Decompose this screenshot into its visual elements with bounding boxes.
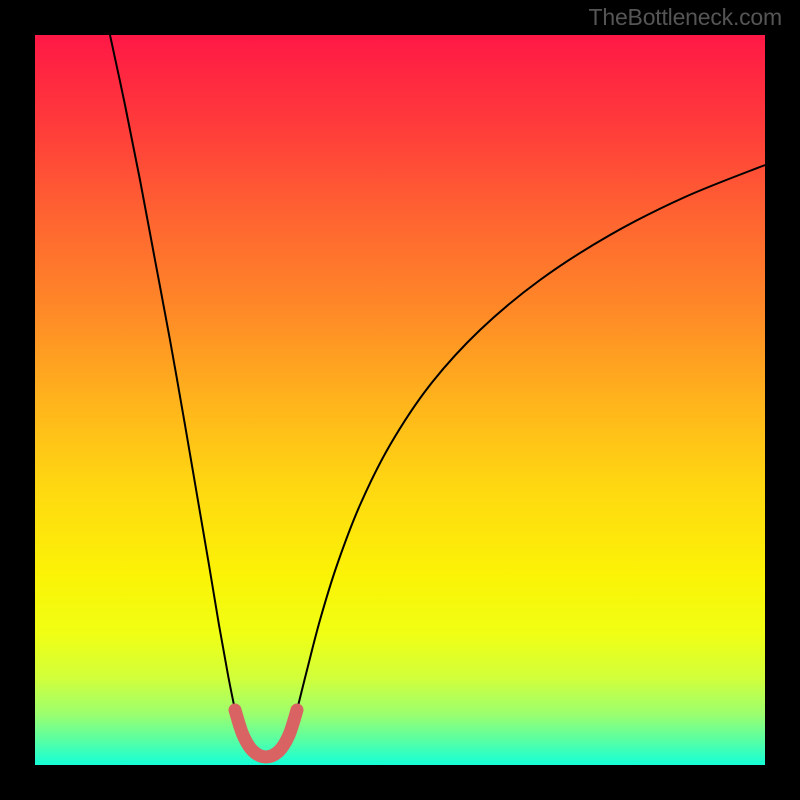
chart-plot-area (35, 35, 765, 765)
curve-right-branch (297, 165, 765, 710)
chart-curve-layer (35, 35, 765, 765)
curve-left-branch (110, 35, 235, 710)
valley-marker (235, 710, 297, 757)
watermark-text: TheBottleneck.com (589, 4, 782, 31)
